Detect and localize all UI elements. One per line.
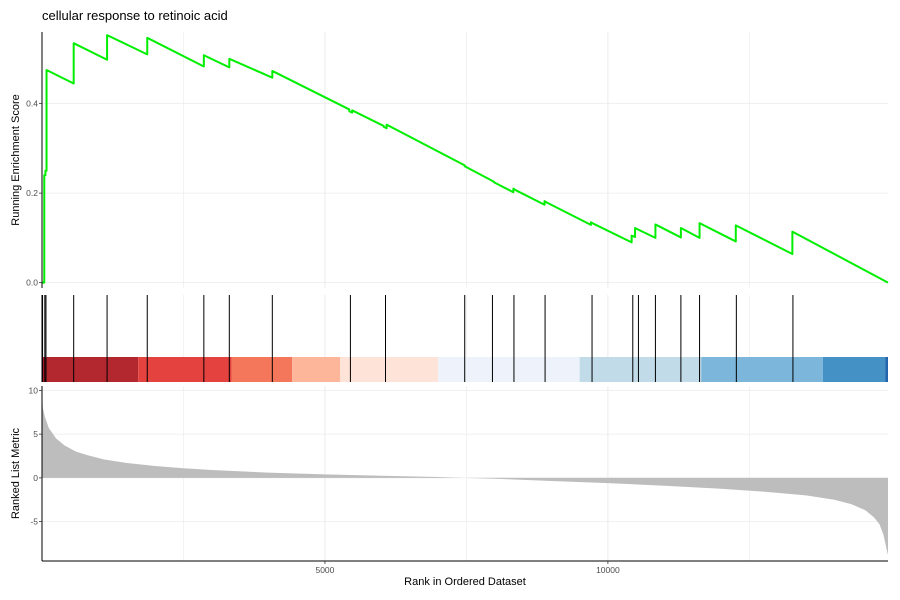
rank-color-band bbox=[885, 357, 888, 382]
y-tick-label-es: 0.4 bbox=[26, 99, 38, 109]
y-tick-label-es: 0.0 bbox=[26, 278, 38, 288]
rank-color-band bbox=[340, 357, 439, 382]
x-tick-label: 5000 bbox=[315, 565, 334, 575]
rank-color-band bbox=[45, 357, 139, 382]
y-tick-label-metric: 10 bbox=[29, 385, 39, 395]
rank-color-band bbox=[701, 357, 823, 382]
rank-color-band bbox=[138, 357, 232, 382]
rank-color-band bbox=[292, 357, 341, 382]
y-tick-label-metric: 0 bbox=[33, 473, 38, 483]
y-axis-title-metric: Ranked List Metric bbox=[10, 427, 22, 519]
rank-color-band bbox=[438, 357, 580, 382]
x-axis-title: Rank in Ordered Dataset bbox=[404, 576, 526, 588]
running-enrichment-line bbox=[42, 34, 889, 284]
rank-color-band bbox=[231, 357, 293, 382]
y-tick-label-es: 0.2 bbox=[26, 188, 38, 198]
ranked-metric-area bbox=[42, 392, 888, 555]
rank-color-band bbox=[42, 357, 46, 382]
y-tick-label-metric: 5 bbox=[33, 429, 38, 439]
y-tick-label-metric: -5 bbox=[30, 517, 38, 527]
rank-color-band bbox=[579, 357, 702, 382]
rank-color-band bbox=[822, 357, 886, 382]
y-axis-title-es: Running Enrichment Score bbox=[10, 94, 22, 225]
x-tick-label: 10000 bbox=[596, 565, 620, 575]
plot-title: cellular response to retinoic acid bbox=[42, 8, 228, 23]
